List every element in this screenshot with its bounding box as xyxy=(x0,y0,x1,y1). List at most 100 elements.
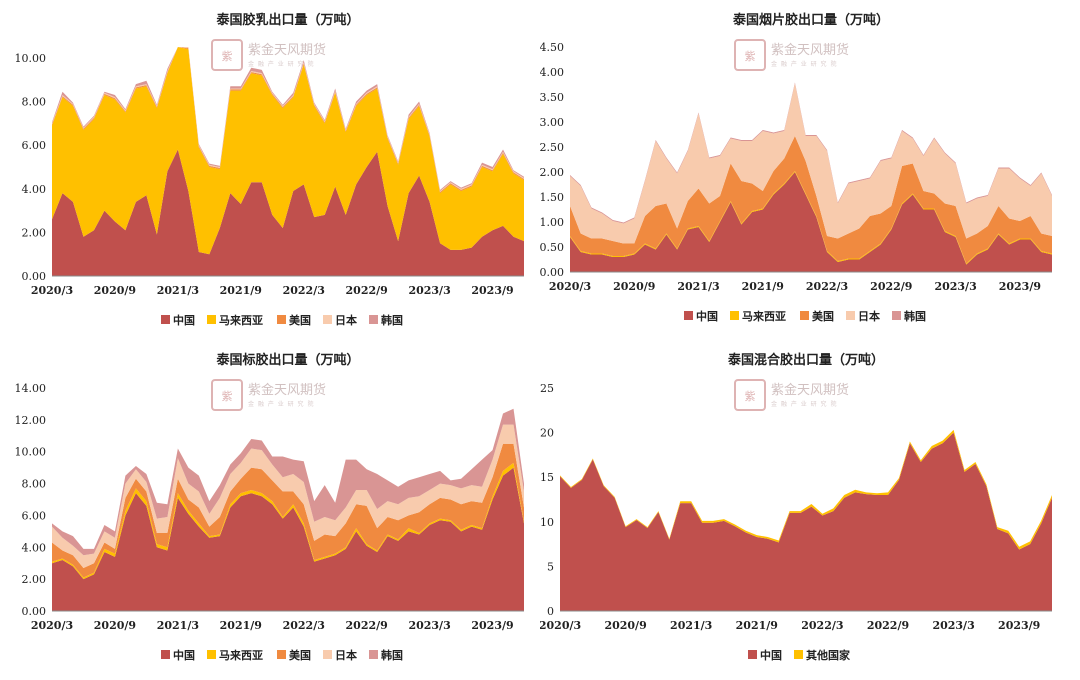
y-tick-label: 2.50 xyxy=(540,141,564,154)
x-tick-label: 2021/3 xyxy=(157,619,199,632)
chart-legend: 中国 马来西亚 美国 日本 韩国 xyxy=(161,313,403,327)
x-tick-label: 2021/3 xyxy=(157,284,199,297)
watermark-seal-glyph: 紫 xyxy=(222,50,233,63)
legend-swatch xyxy=(369,650,378,659)
watermark-seal-icon xyxy=(734,39,766,71)
y-tick-label: 12.00 xyxy=(15,414,47,427)
x-tick-label: 2022/9 xyxy=(346,619,388,632)
x-tick-label: 2021/3 xyxy=(670,619,712,632)
x-tick-label: 2022/9 xyxy=(867,619,909,632)
y-tick-label: 25 xyxy=(540,382,554,395)
legend-swatch xyxy=(161,650,170,659)
legend-swatch xyxy=(748,650,757,659)
area-series-3 xyxy=(52,424,524,568)
watermark-seal-glyph: 紫 xyxy=(222,390,233,403)
x-tick-label: 2023/3 xyxy=(408,619,450,632)
watermark-seal-glyph: 紫 xyxy=(745,50,756,63)
watermark-subtext: 金 融 产 业 研 究 院 xyxy=(771,60,837,68)
legend-label: 马来西亚 xyxy=(219,648,263,662)
legend-swatch xyxy=(800,311,809,320)
y-tick-label: 2.00 xyxy=(22,226,47,239)
x-tick-label: 2023/3 xyxy=(408,284,450,297)
y-tick-label: 3.00 xyxy=(540,116,564,129)
watermark-subtext: 金 融 产 业 研 究 院 xyxy=(248,60,314,68)
area-series-group xyxy=(52,408,524,611)
x-tick-label: 2022/3 xyxy=(806,280,848,293)
area-series-group xyxy=(52,47,524,276)
area-series-0 xyxy=(52,149,524,276)
legend-swatch xyxy=(323,315,332,324)
y-tick-label: 6.00 xyxy=(22,139,47,152)
y-tick-label: 0 xyxy=(547,605,554,618)
chart-panel-latex: 泰国胶乳出口量（万吨） 紫 紫金天风期货金 融 产 业 研 究 院 0.00 2.00 4… xyxy=(0,0,540,340)
area-series-group xyxy=(570,82,1052,272)
legend-label: 中国 xyxy=(696,309,718,323)
legend-label: 日本 xyxy=(858,309,880,323)
x-tick-label: 2021/9 xyxy=(742,280,784,293)
y-tick-label: 6.00 xyxy=(22,509,47,522)
legend-swatch xyxy=(207,650,216,659)
x-tick-label: 2023/9 xyxy=(471,284,513,297)
x-tick-label: 2020/9 xyxy=(94,619,136,632)
area-series-2 xyxy=(52,443,524,578)
watermark-text: 紫金天风期货 xyxy=(771,42,849,58)
y-tick-label: 20 xyxy=(540,427,554,440)
x-tick-label: 2020/3 xyxy=(549,280,591,293)
y-tick-label: 2.00 xyxy=(22,573,47,586)
legend-swatch xyxy=(684,311,693,320)
y-tick-label: 4.00 xyxy=(22,183,47,196)
area-series-group xyxy=(560,429,1052,611)
watermark-text: 紫金天风期货 xyxy=(248,382,326,398)
legend-label: 韩国 xyxy=(904,309,926,323)
x-tick-label: 2023/9 xyxy=(999,280,1041,293)
watermark-seal-icon xyxy=(211,39,243,71)
x-tick-label: 2020/3 xyxy=(540,619,581,632)
legend-label: 中国 xyxy=(760,648,782,662)
legend-swatch xyxy=(277,650,286,659)
y-tick-label: 4.50 xyxy=(540,41,564,54)
area-series-2 xyxy=(570,136,1052,264)
y-tick-label: 4.00 xyxy=(22,541,47,554)
legend-swatch xyxy=(323,650,332,659)
x-tick-label: 2020/3 xyxy=(31,619,73,632)
legend-label: 美国 xyxy=(812,309,834,323)
y-tick-label: 5 xyxy=(547,560,554,573)
x-tick-label: 2023/3 xyxy=(932,619,974,632)
legend-swatch xyxy=(892,311,901,320)
legend-label: 中国 xyxy=(173,648,195,662)
legend-swatch xyxy=(846,311,855,320)
legend-label: 日本 xyxy=(335,648,357,662)
y-tick-label: 15 xyxy=(540,471,554,484)
legend-label: 日本 xyxy=(335,313,357,327)
y-tick-label: 4.00 xyxy=(540,66,564,79)
x-tick-label: 2023/9 xyxy=(998,619,1040,632)
watermark-subtext: 金 融 产 业 研 究 院 xyxy=(248,400,314,408)
x-tick-label: 2022/3 xyxy=(283,284,325,297)
legend-label: 韩国 xyxy=(381,313,403,327)
x-tick-label: 2022/9 xyxy=(870,280,912,293)
y-tick-label: 0.00 xyxy=(22,605,47,618)
legend-swatch xyxy=(277,315,286,324)
x-tick-label: 2021/9 xyxy=(220,619,262,632)
legend-label: 中国 xyxy=(173,313,195,327)
y-tick-label: 10.00 xyxy=(15,52,47,65)
x-tick-label: 2023/9 xyxy=(471,619,513,632)
y-tick-label: 0.00 xyxy=(540,266,564,279)
y-tick-label: 2.00 xyxy=(540,166,564,179)
y-tick-label: 1.00 xyxy=(540,216,564,229)
legend-swatch xyxy=(207,315,216,324)
area-series-3 xyxy=(570,83,1052,244)
x-tick-label: 2022/3 xyxy=(283,619,325,632)
watermark-seal-icon xyxy=(211,379,243,411)
area-series-1 xyxy=(52,47,524,255)
chart-panel-standard-rubber: 泰国标胶出口量（万吨） 紫 紫金天风期货金 融 产 业 研 究 院 0.00 2.00 4… xyxy=(0,340,540,680)
x-tick-label: 2021/9 xyxy=(736,619,778,632)
legend-swatch xyxy=(161,315,170,324)
chart-panel-smoked-sheet: 泰国烟片胶出口量（万吨） 紫 紫金天风期货金 融 产 业 研 究 院 0.00 0.50… xyxy=(540,0,1080,340)
watermark-text: 紫金天风期货 xyxy=(771,382,849,398)
